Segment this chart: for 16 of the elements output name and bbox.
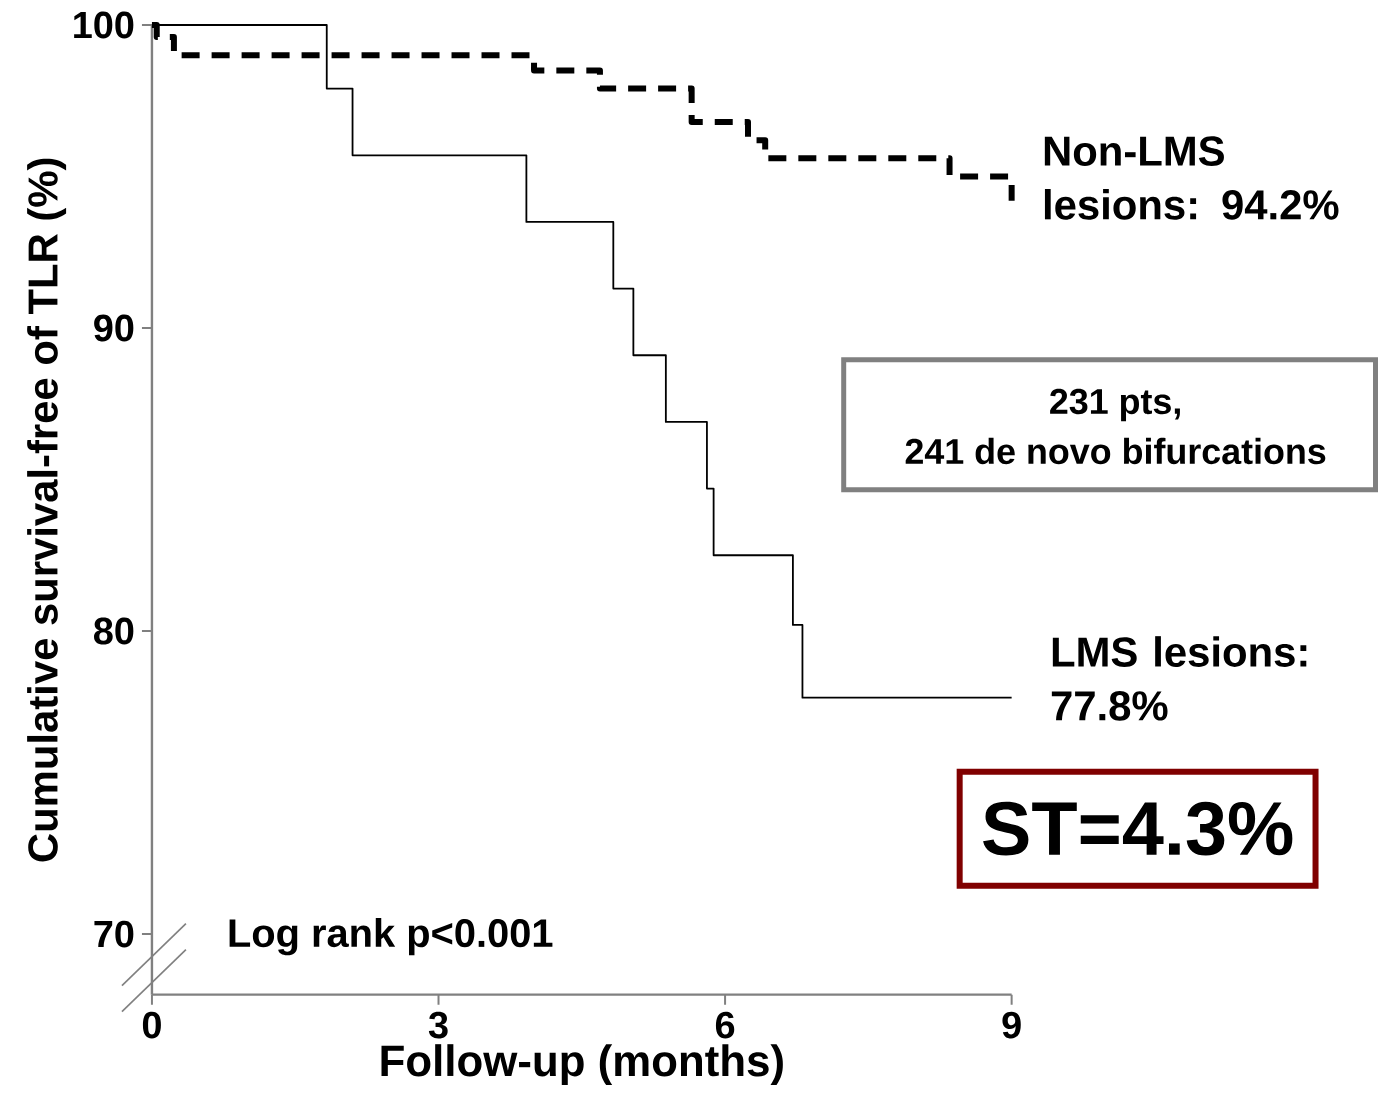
series-label: Non-LMS lesions: 94.2% [1044,136,1339,220]
annotation: Log rank p<0.001 [229,918,553,956]
series-label: LMS lesions: 77.8% [1051,636,1307,721]
x-axis-title: Follow-up (months) [381,1044,783,1086]
x-tick-label: 9 [1002,1011,1021,1039]
text: 231 pts, [1050,388,1180,422]
y-tick-label: 100 [74,11,134,39]
x-tick-label: 6 [715,1011,735,1039]
y-tick-label: 90 [94,314,134,342]
annotation: ST=4.3% [983,802,1293,856]
y-tick-label: 80 [94,617,134,645]
x-tick-label: 3 [428,1011,448,1039]
annotation: 241 de novo bifurcations [905,438,1326,465]
y-tick-label: 70 [94,920,134,948]
y-axis-title: Cumulative survival-free of TLR (%) [27,158,67,862]
x-tick-label: 0 [142,1011,161,1039]
